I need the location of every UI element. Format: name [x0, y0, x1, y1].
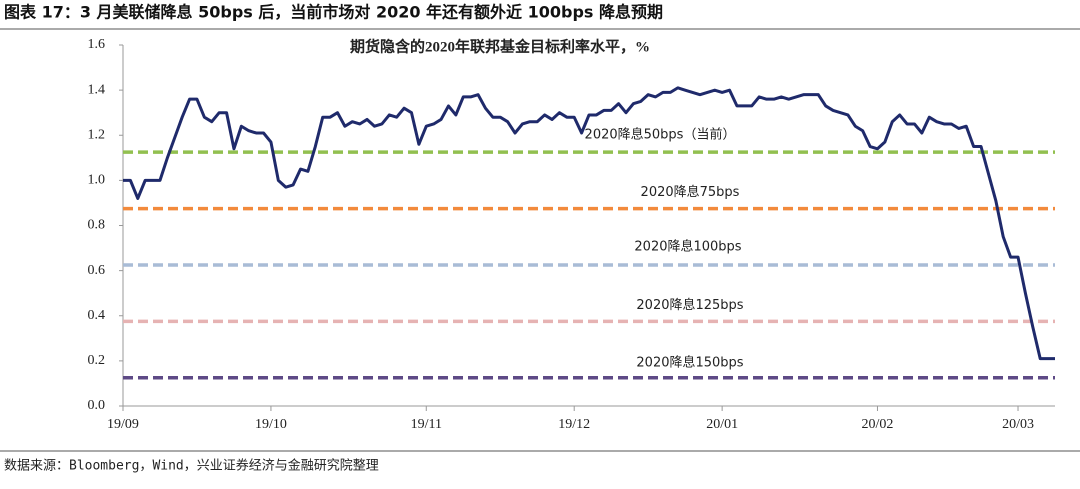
- y-tick-label: 1.0: [88, 173, 106, 188]
- x-tick-label: 19/11: [411, 417, 442, 432]
- source: 数据来源：Bloomberg，Wind，兴业证券经济与金融研究院整理: [4, 458, 379, 474]
- y-tick-label: 0.8: [88, 218, 106, 233]
- reference-label: 2020降息50bps（当前）: [585, 127, 736, 143]
- x-tick-label: 20/03: [1002, 417, 1034, 432]
- y-tick-label: 0.4: [88, 308, 106, 323]
- reference-label: 2020降息100bps: [634, 238, 741, 254]
- reference-label: 2020降息75bps: [641, 184, 740, 200]
- chart-title: 期货隐含的2020年联邦基金目标利率水平，%: [350, 37, 650, 55]
- x-tick-label: 20/02: [862, 417, 894, 432]
- figure-title: 图表 17：3 月美联储降息 50bps 后，当前市场对 2020 年还有额外近…: [4, 3, 663, 22]
- y-tick-label: 1.4: [88, 82, 106, 97]
- x-tick-label: 19/12: [558, 417, 590, 432]
- y-tick-label: 0.6: [88, 263, 106, 278]
- y-tick-label: 0.2: [88, 353, 106, 368]
- reference-label: 2020降息150bps: [636, 354, 743, 370]
- y-tick-label: 1.2: [88, 127, 106, 142]
- x-tick-label: 19/09: [107, 417, 139, 432]
- line-series: [123, 86, 1055, 361]
- reference-label: 2020降息125bps: [636, 297, 743, 313]
- y-tick-label: 0.0: [88, 398, 106, 413]
- x-tick-label: 20/01: [706, 417, 738, 432]
- y-tick-label: 1.6: [88, 37, 106, 52]
- x-tick-label: 19/10: [255, 417, 287, 432]
